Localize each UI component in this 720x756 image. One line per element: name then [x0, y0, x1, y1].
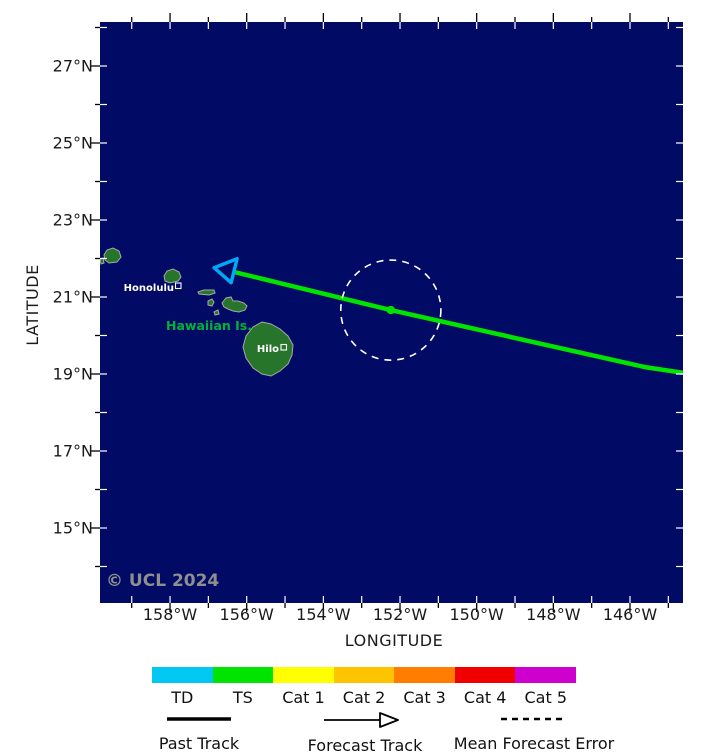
- forecast-position-dot: [386, 305, 396, 315]
- island-lanai: [207, 298, 215, 307]
- axis-tick-labels: 158°W 156°W 154°W 152°W 150°W 148°W 146°W 27°N 2…: [53, 57, 658, 625]
- axis-ticks: [91, 13, 683, 612]
- legend-category-swatch: [515, 667, 577, 683]
- island-kauai: [103, 247, 122, 264]
- lon-tick-label: 148°W: [526, 605, 581, 624]
- legend-past-track: Past Track: [139, 710, 259, 753]
- past-track-sample: [167, 717, 231, 721]
- island-hawaii-big-island: [242, 321, 294, 377]
- intensity-category-labels: TD TS Cat 1 Cat 2 Cat 3 Cat 4 Cat 5: [152, 688, 576, 707]
- legend-category-label: Cat 5: [524, 688, 568, 707]
- hilo-label: Hilo: [257, 344, 279, 355]
- storm-forecast-track-group: [212, 256, 683, 376]
- past-track-label: Past Track: [158, 734, 240, 753]
- legend-category-swatch: [273, 667, 334, 683]
- island-kahoolawe: [213, 309, 220, 316]
- x-axis-title: LONGITUDE: [345, 631, 443, 650]
- forecast-track-label: Forecast Track: [307, 736, 423, 755]
- forecast-track-line: [233, 269, 683, 376]
- legend-forecast-track: Forecast Track: [305, 710, 425, 755]
- island-maui: [221, 296, 248, 313]
- legend-category-swatch: [212, 667, 274, 683]
- lon-tick-label: 158°W: [143, 605, 198, 624]
- legend-category-swatch: [394, 667, 455, 683]
- legend-category-swatch: [333, 667, 395, 683]
- lon-tick-label: 154°W: [296, 605, 351, 624]
- lon-tick-label: 152°W: [373, 605, 428, 624]
- legend-category-label: Cat 3: [403, 688, 446, 707]
- city-markers: Honolulu Hilo: [124, 282, 288, 355]
- legend-category-label: TD: [171, 688, 194, 707]
- honolulu-label: Honolulu: [124, 283, 174, 294]
- lat-tick-label: 15°N: [53, 519, 93, 538]
- mean-forecast-error-circle: [339, 259, 442, 361]
- lat-tick-label: 27°N: [53, 57, 93, 76]
- hawaiian-islands-label: Hawaiian Is.: [166, 318, 252, 333]
- lat-tick-label: 17°N: [53, 442, 93, 461]
- hawaiian-islands: [100, 247, 294, 377]
- lon-tick-label: 156°W: [220, 605, 275, 624]
- lat-tick-label: 21°N: [53, 288, 93, 307]
- mean-forecast-error-label: Mean Forecast Error: [453, 734, 615, 753]
- y-axis-title: LATITUDE: [23, 264, 42, 345]
- legend: TD TS Cat 1 Cat 2 Cat 3 Cat 4 Cat 5 Past Track…: [0, 660, 720, 756]
- legend-category-label: Cat 2: [342, 688, 386, 707]
- island-oahu: [163, 268, 182, 284]
- forecast-track-sample: [324, 712, 399, 728]
- mean-forecast-error-sample: [501, 717, 567, 721]
- copyright-watermark: © UCL 2024: [106, 571, 219, 591]
- legend-category-label: Cat 1: [282, 688, 325, 707]
- forecast-arrowhead-icon: [212, 256, 239, 285]
- legend-category-swatch: [454, 667, 516, 683]
- lat-tick-label: 23°N: [53, 211, 93, 230]
- honolulu-marker: [174, 282, 182, 290]
- lon-tick-label: 150°W: [450, 605, 505, 624]
- legend-mean-forecast-error: Mean Forecast Error: [442, 710, 626, 753]
- lat-tick-label: 25°N: [53, 134, 93, 153]
- lat-tick-label: 19°N: [53, 365, 93, 384]
- intensity-color-bar: [152, 667, 577, 683]
- hilo-marker: [280, 343, 288, 351]
- lon-tick-label: 146°W: [603, 605, 658, 624]
- legend-category-swatch: [152, 667, 213, 683]
- track-map-figure: Honolulu Hilo Hawaiian Is. © UCL 2024 15…: [23, 13, 683, 650]
- legend-category-label: Cat 4: [463, 688, 507, 707]
- island-molokai: [197, 289, 216, 296]
- legend-category-label: TS: [232, 688, 253, 707]
